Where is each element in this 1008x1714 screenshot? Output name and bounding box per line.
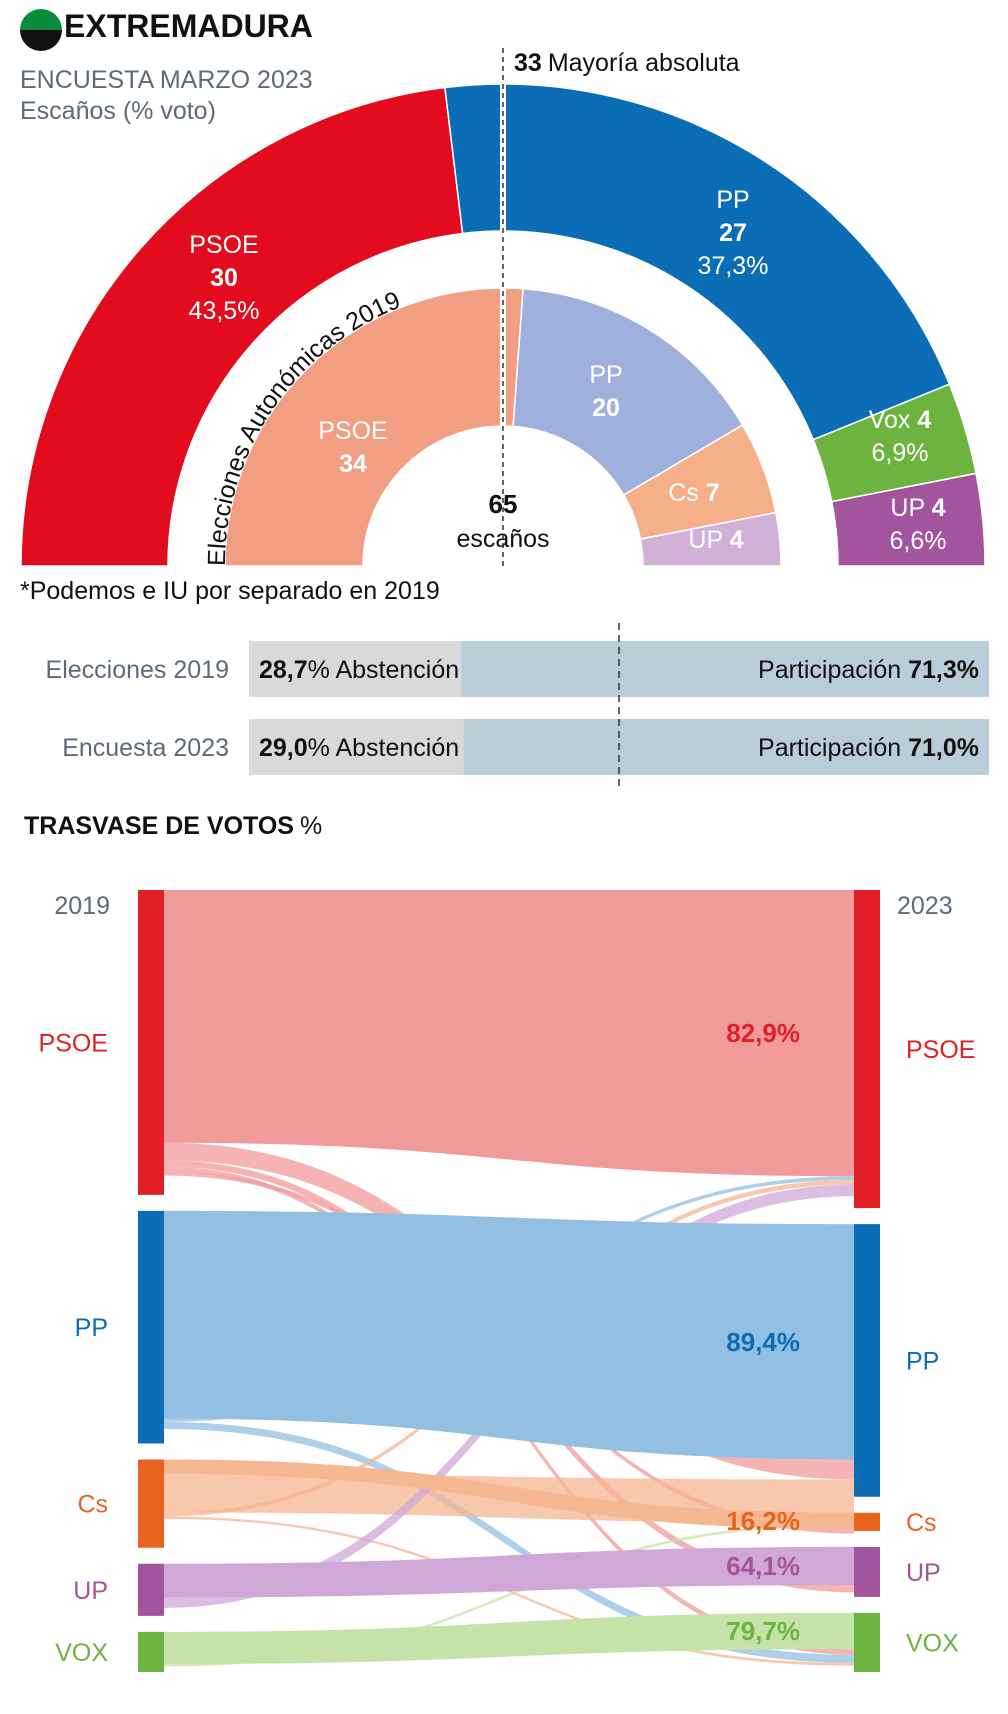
node-label-2019: PSOE bbox=[39, 1029, 108, 1057]
majority-label: 33 Mayoría absoluta bbox=[514, 49, 740, 77]
flow-pp-to-pp bbox=[164, 1210, 854, 1460]
outer-ring-up-segment bbox=[830, 472, 986, 567]
node-2023-up bbox=[854, 1546, 880, 1597]
hemicycle-2019 bbox=[224, 287, 782, 567]
node-2019-psoe bbox=[138, 890, 164, 1195]
label-2023-vox-line-2: 6,9% bbox=[872, 439, 929, 467]
flow-up-to-up bbox=[164, 1546, 854, 1598]
inner-ring-up-segment bbox=[639, 511, 782, 567]
flow-psoe-to-psoe bbox=[164, 890, 854, 1177]
flow-share-label: 79,7% bbox=[726, 1616, 800, 1646]
label-2023-psoe-line-3: 43,5% bbox=[189, 297, 260, 325]
node-2023-cs bbox=[854, 1512, 880, 1531]
label-2019-pp-line-1: PP bbox=[589, 361, 622, 389]
sankey-right-year: 2023 bbox=[897, 892, 953, 920]
label-2023-psoe-line-2: 30 bbox=[210, 264, 238, 292]
sankey-left-year: 2019 bbox=[54, 892, 110, 920]
label-2023-pp-line-2: 27 bbox=[719, 219, 747, 247]
node-label-2023: VOX bbox=[906, 1629, 959, 1657]
node-label-2019: Cs bbox=[77, 1491, 108, 1519]
outer-ring-pp-segment bbox=[444, 83, 951, 441]
inner-ring-pp-segment bbox=[512, 287, 744, 497]
label-2019-psoe-line-1: PSOE bbox=[318, 417, 387, 445]
flow-share-label: 16,2% bbox=[726, 1506, 800, 1536]
flow-vox-to-pp bbox=[164, 1523, 854, 1667]
label-2019-pp-line-2: 20 bbox=[592, 394, 620, 422]
extremadura-flag-icon bbox=[20, 9, 62, 51]
node-2023-psoe bbox=[854, 890, 880, 1209]
participation-label: Participación 71,3% bbox=[758, 656, 979, 684]
node-2019-pp bbox=[138, 1210, 164, 1444]
outer-ring-psoe-segment bbox=[20, 86, 464, 567]
node-2019-cs bbox=[138, 1459, 164, 1548]
node-2023-vox bbox=[854, 1612, 880, 1672]
flow-pp-to-vox bbox=[164, 1421, 854, 1663]
inner-ring-psoe-segment bbox=[224, 287, 524, 567]
flow-cs-to-cs bbox=[164, 1459, 854, 1530]
turnout-chart: Elecciones 2019 28,7% Abstención Participa… bbox=[46, 641, 990, 775]
node-2023-pp bbox=[854, 1224, 880, 1497]
node-label-2023: PSOE bbox=[906, 1036, 975, 1064]
region-title: EXTREMADURA bbox=[64, 8, 313, 44]
hemicycle-labels: PSOE 30 43,5% PP 27 37,3% Vox 4 6,9% UP 4 6,6% PSO… bbox=[189, 186, 947, 555]
label-2019-cs-line-1: Cs 7 bbox=[668, 479, 719, 507]
total-seats-label: escaños bbox=[456, 525, 549, 553]
label-2023-up-line-2: 6,6% bbox=[890, 527, 947, 555]
total-seats: 65 bbox=[489, 489, 518, 519]
node-label-2023: UP bbox=[906, 1559, 941, 1587]
sankey-title: TRASVASE DE VOTOS% bbox=[24, 812, 322, 840]
label-2023-pp-line-1: PP bbox=[716, 186, 749, 214]
footnote: *Podemos e IU por separado en 2019 bbox=[20, 577, 440, 605]
label-2023-psoe-line-1: PSOE bbox=[189, 231, 258, 259]
label-2019-up-line-1: UP 4 bbox=[688, 526, 743, 554]
node-label-2023: PP bbox=[906, 1347, 939, 1375]
label-2019-psoe-line-2: 34 bbox=[339, 450, 367, 478]
node-label-2019: UP bbox=[73, 1577, 108, 1605]
label-2023-up-line-1: UP 4 bbox=[890, 494, 945, 522]
node-label-2019: VOX bbox=[55, 1639, 108, 1667]
flow-share-label: 82,9% bbox=[726, 1018, 800, 1048]
abstention-bar bbox=[249, 641, 462, 697]
abstention-bar bbox=[249, 719, 464, 775]
chart-subtitle: Escaños (% voto) bbox=[20, 97, 216, 125]
participation-bar bbox=[461, 641, 989, 697]
node-2019-vox bbox=[138, 1631, 164, 1672]
flow-share-label: 89,4% bbox=[726, 1327, 800, 1357]
flow-vox-to-vox bbox=[164, 1612, 854, 1664]
participation-label: Participación 71,0% bbox=[758, 734, 979, 762]
turnout-row-label: Encuesta 2023 bbox=[62, 734, 229, 762]
label-2023-pp-line-3: 37,3% bbox=[698, 252, 769, 280]
node-label-2019: PP bbox=[75, 1314, 108, 1342]
node-2019-up bbox=[138, 1563, 164, 1616]
survey-title: ENCUESTA MARZO 2023 bbox=[20, 66, 313, 94]
abstention-label: 29,0% Abstención bbox=[259, 734, 459, 762]
abstention-label: 28,7% Abstención bbox=[259, 656, 459, 684]
flow-share-label: 64,1% bbox=[726, 1551, 800, 1581]
turnout-row-label: Elecciones 2019 bbox=[46, 656, 229, 684]
participation-bar bbox=[463, 719, 990, 775]
sankey-chart: 82,9% 89,4% 16,2% 64,1% 79,7% PSOE PP Cs UP VOX PS… bbox=[39, 890, 975, 1672]
node-label-2023: Cs bbox=[906, 1509, 937, 1537]
label-2023-vox-line-1: Vox 4 bbox=[869, 406, 932, 434]
hemicycle-2023 bbox=[20, 83, 986, 567]
